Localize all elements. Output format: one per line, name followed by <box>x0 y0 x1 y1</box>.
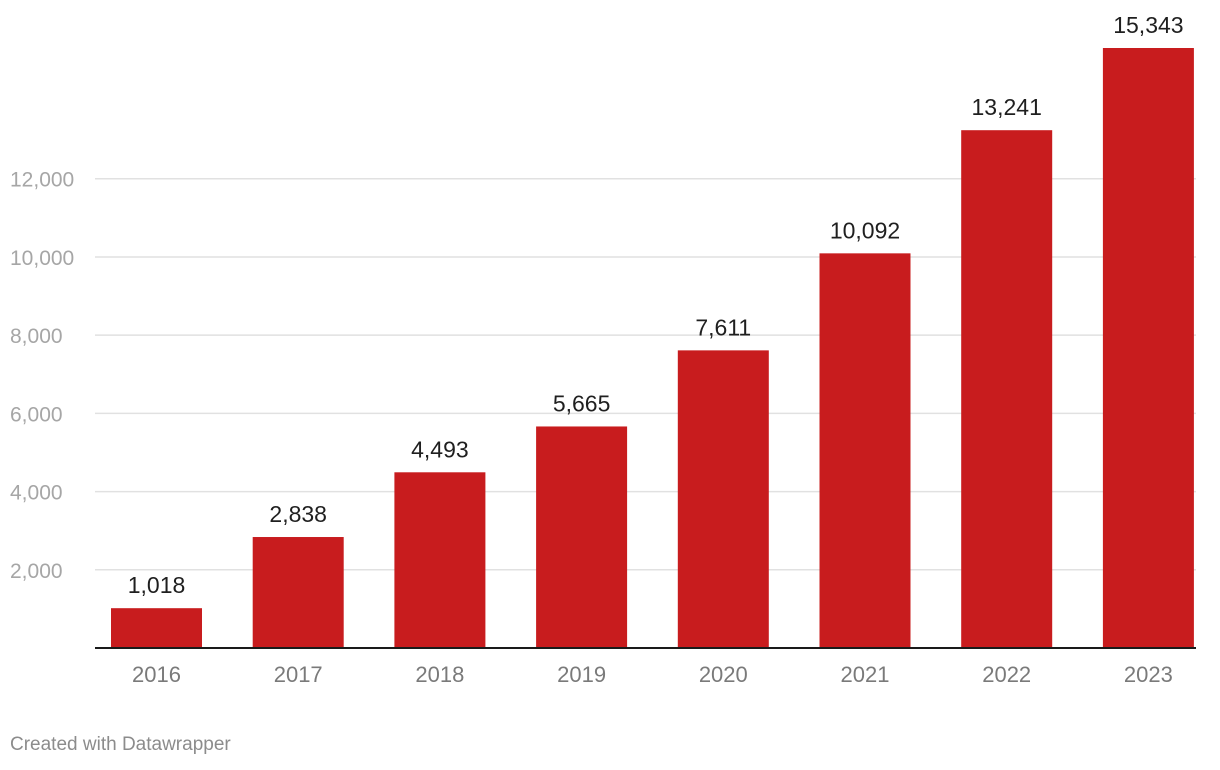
x-tick-label: 2022 <box>982 662 1031 687</box>
bar <box>819 253 911 648</box>
x-tick-label: 2021 <box>841 662 890 687</box>
bar <box>1102 48 1194 648</box>
value-label: 4,493 <box>411 436 469 462</box>
x-tick-label: 2016 <box>132 662 181 687</box>
y-tick-label: 2,000 <box>10 560 63 583</box>
value-label: 15,343 <box>1113 12 1183 38</box>
bar <box>111 608 202 648</box>
value-labels: 1,018 2,838 4,493 5,665 7,611 10,092 13,241 15,… <box>128 12 1184 598</box>
x-tick-label: 2019 <box>557 662 606 687</box>
y-tick-label: 8,000 <box>10 325 63 348</box>
y-axis-ticks: 2,000 4,000 6,000 8,000 10,000 12,000 <box>10 169 74 583</box>
bar <box>252 537 344 648</box>
y-tick-label: 10,000 <box>10 247 74 270</box>
x-axis-ticks: 2016 2017 2018 2019 2020 2021 2022 2023 <box>132 662 1173 687</box>
value-label: 7,611 <box>695 314 751 340</box>
bar <box>536 426 628 648</box>
x-tick-label: 2020 <box>699 662 748 687</box>
credit-text: Created with Datawrapper <box>10 734 231 755</box>
bar <box>677 350 769 648</box>
x-tick-label: 2018 <box>415 662 464 687</box>
bar <box>961 130 1053 649</box>
y-tick-label: 6,000 <box>10 403 63 426</box>
bars <box>111 48 1194 649</box>
value-label: 13,241 <box>972 94 1042 120</box>
value-label: 2,838 <box>269 501 327 527</box>
value-label: 10,092 <box>830 217 900 243</box>
y-tick-label: 4,000 <box>10 482 63 505</box>
value-label: 1,018 <box>128 572 186 598</box>
x-tick-label: 2023 <box>1124 662 1173 687</box>
x-tick-label: 2017 <box>274 662 323 687</box>
value-label: 5,665 <box>553 390 611 416</box>
bar <box>394 472 486 648</box>
y-tick-label: 12,000 <box>10 169 74 192</box>
